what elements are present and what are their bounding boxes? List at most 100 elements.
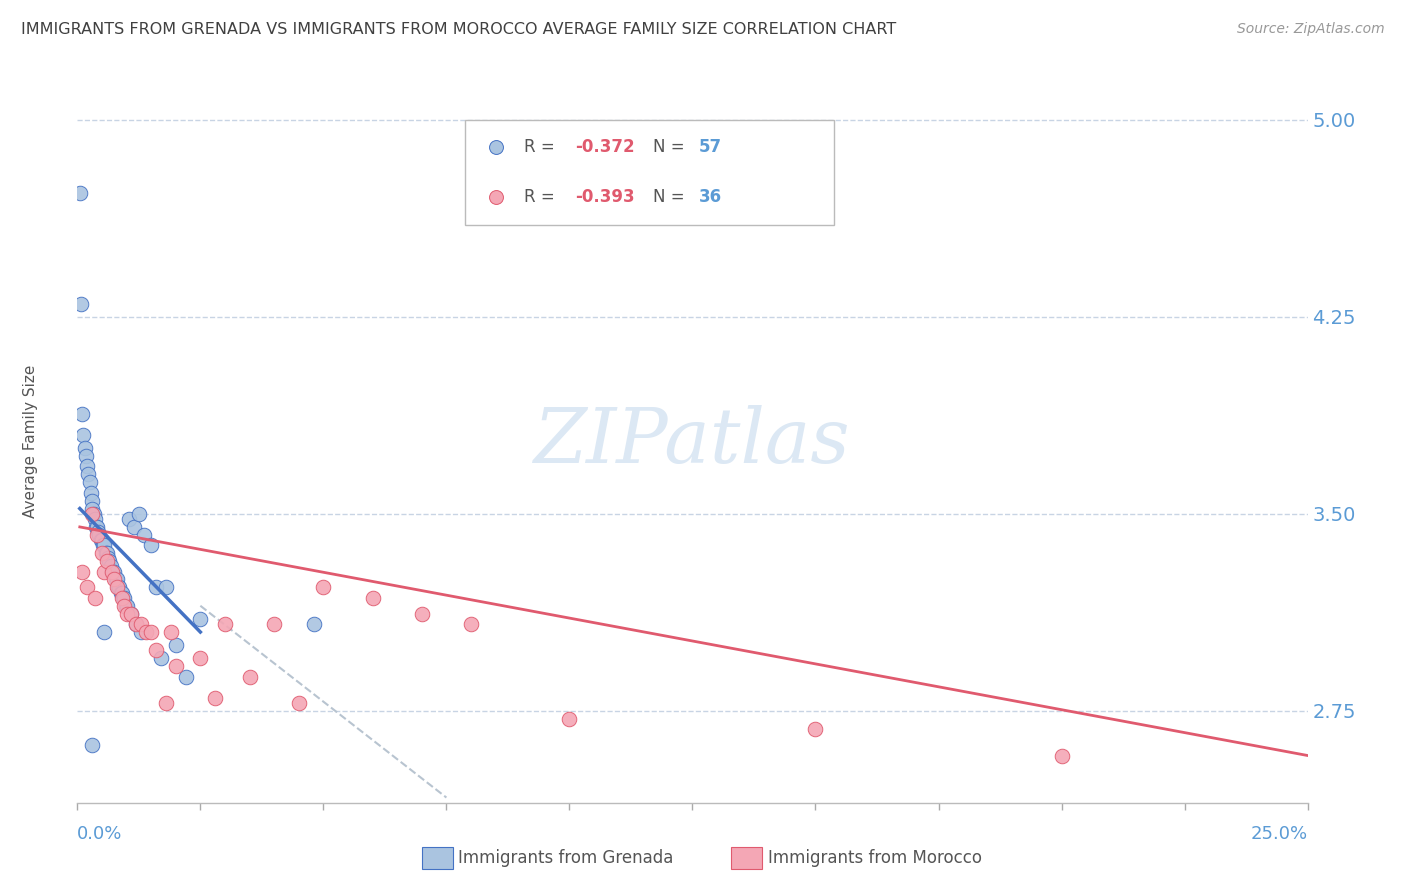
Point [105, 580, 128, 594]
Point [84, 520, 107, 534]
Text: N =: N = [654, 138, 690, 156]
Point [165, 659, 187, 673]
Point [263, 617, 285, 632]
Point [75, 449, 97, 463]
Text: IMMIGRANTS FROM GRENADA VS IMMIGRANTS FROM MOROCCO AVERAGE FAMILY SIZE CORRELATI: IMMIGRANTS FROM GRENADA VS IMMIGRANTS FR… [21, 22, 897, 37]
Text: 36: 36 [699, 188, 721, 206]
Point [288, 696, 311, 710]
Point [93, 625, 115, 640]
Point [312, 580, 335, 594]
Point [485, 190, 508, 204]
Point [101, 565, 124, 579]
Point [460, 617, 482, 632]
Point [107, 580, 129, 594]
Point [485, 140, 508, 154]
Point [165, 638, 187, 652]
Point [174, 670, 197, 684]
Point [83, 507, 105, 521]
Text: Source: ZipAtlas.com: Source: ZipAtlas.com [1237, 22, 1385, 37]
Point [72, 428, 94, 442]
Point [70, 565, 93, 579]
Point [204, 690, 226, 705]
Point [131, 625, 153, 640]
Text: R =: R = [524, 138, 560, 156]
Point [214, 617, 236, 632]
Point [112, 591, 135, 605]
Point [82, 493, 104, 508]
Point [93, 538, 115, 552]
Point [82, 501, 104, 516]
Point [125, 617, 148, 632]
Text: N =: N = [654, 188, 690, 206]
Point [79, 475, 101, 490]
Point [101, 565, 124, 579]
Point [114, 599, 136, 613]
Point [302, 617, 325, 632]
Point [141, 538, 163, 552]
Point [90, 533, 114, 547]
Point [190, 612, 212, 626]
FancyBboxPatch shape [465, 120, 834, 225]
Point [98, 554, 121, 568]
Point [87, 525, 110, 540]
Point [111, 585, 134, 599]
Point [125, 617, 148, 632]
Point [94, 546, 117, 560]
Text: 57: 57 [699, 138, 721, 156]
Point [145, 643, 167, 657]
Point [110, 585, 132, 599]
Point [141, 625, 163, 640]
Point [83, 591, 105, 605]
Point [105, 573, 128, 587]
Point [90, 546, 114, 560]
Point [122, 520, 145, 534]
Point [145, 580, 167, 594]
Point [101, 565, 124, 579]
Point [108, 580, 131, 594]
Point [190, 651, 212, 665]
Point [90, 533, 112, 547]
Text: ZIPatlas: ZIPatlas [534, 405, 851, 478]
Text: -0.393: -0.393 [575, 188, 636, 206]
Point [103, 565, 125, 579]
Point [76, 459, 98, 474]
Point [91, 538, 114, 552]
Point [132, 528, 155, 542]
Point [104, 573, 127, 587]
Point [96, 554, 118, 568]
Point [93, 565, 115, 579]
Point [135, 625, 157, 640]
Point [76, 580, 98, 594]
Point [70, 296, 93, 310]
Point [82, 507, 104, 521]
Text: -0.372: -0.372 [575, 138, 636, 156]
Point [73, 441, 96, 455]
Text: Immigrants from Grenada: Immigrants from Grenada [458, 849, 673, 867]
Point [155, 580, 177, 594]
Point [239, 670, 262, 684]
Text: R =: R = [524, 188, 560, 206]
Point [82, 738, 104, 752]
Point [121, 607, 143, 621]
Point [103, 573, 125, 587]
Point [80, 485, 103, 500]
Point [70, 407, 93, 421]
Point [86, 528, 108, 542]
Text: 0.0%: 0.0% [77, 825, 122, 843]
Point [361, 591, 384, 605]
Point [558, 712, 581, 726]
Point [77, 467, 100, 482]
Point [115, 599, 138, 613]
Text: Average Family Size: Average Family Size [22, 365, 38, 518]
Point [160, 625, 183, 640]
Point [96, 546, 118, 560]
Point [150, 651, 173, 665]
Point [128, 507, 150, 521]
Point [131, 617, 153, 632]
Point [86, 520, 108, 534]
Point [112, 599, 135, 613]
Point [804, 723, 827, 737]
Point [115, 607, 138, 621]
Point [97, 551, 120, 566]
Text: 25.0%: 25.0% [1250, 825, 1308, 843]
